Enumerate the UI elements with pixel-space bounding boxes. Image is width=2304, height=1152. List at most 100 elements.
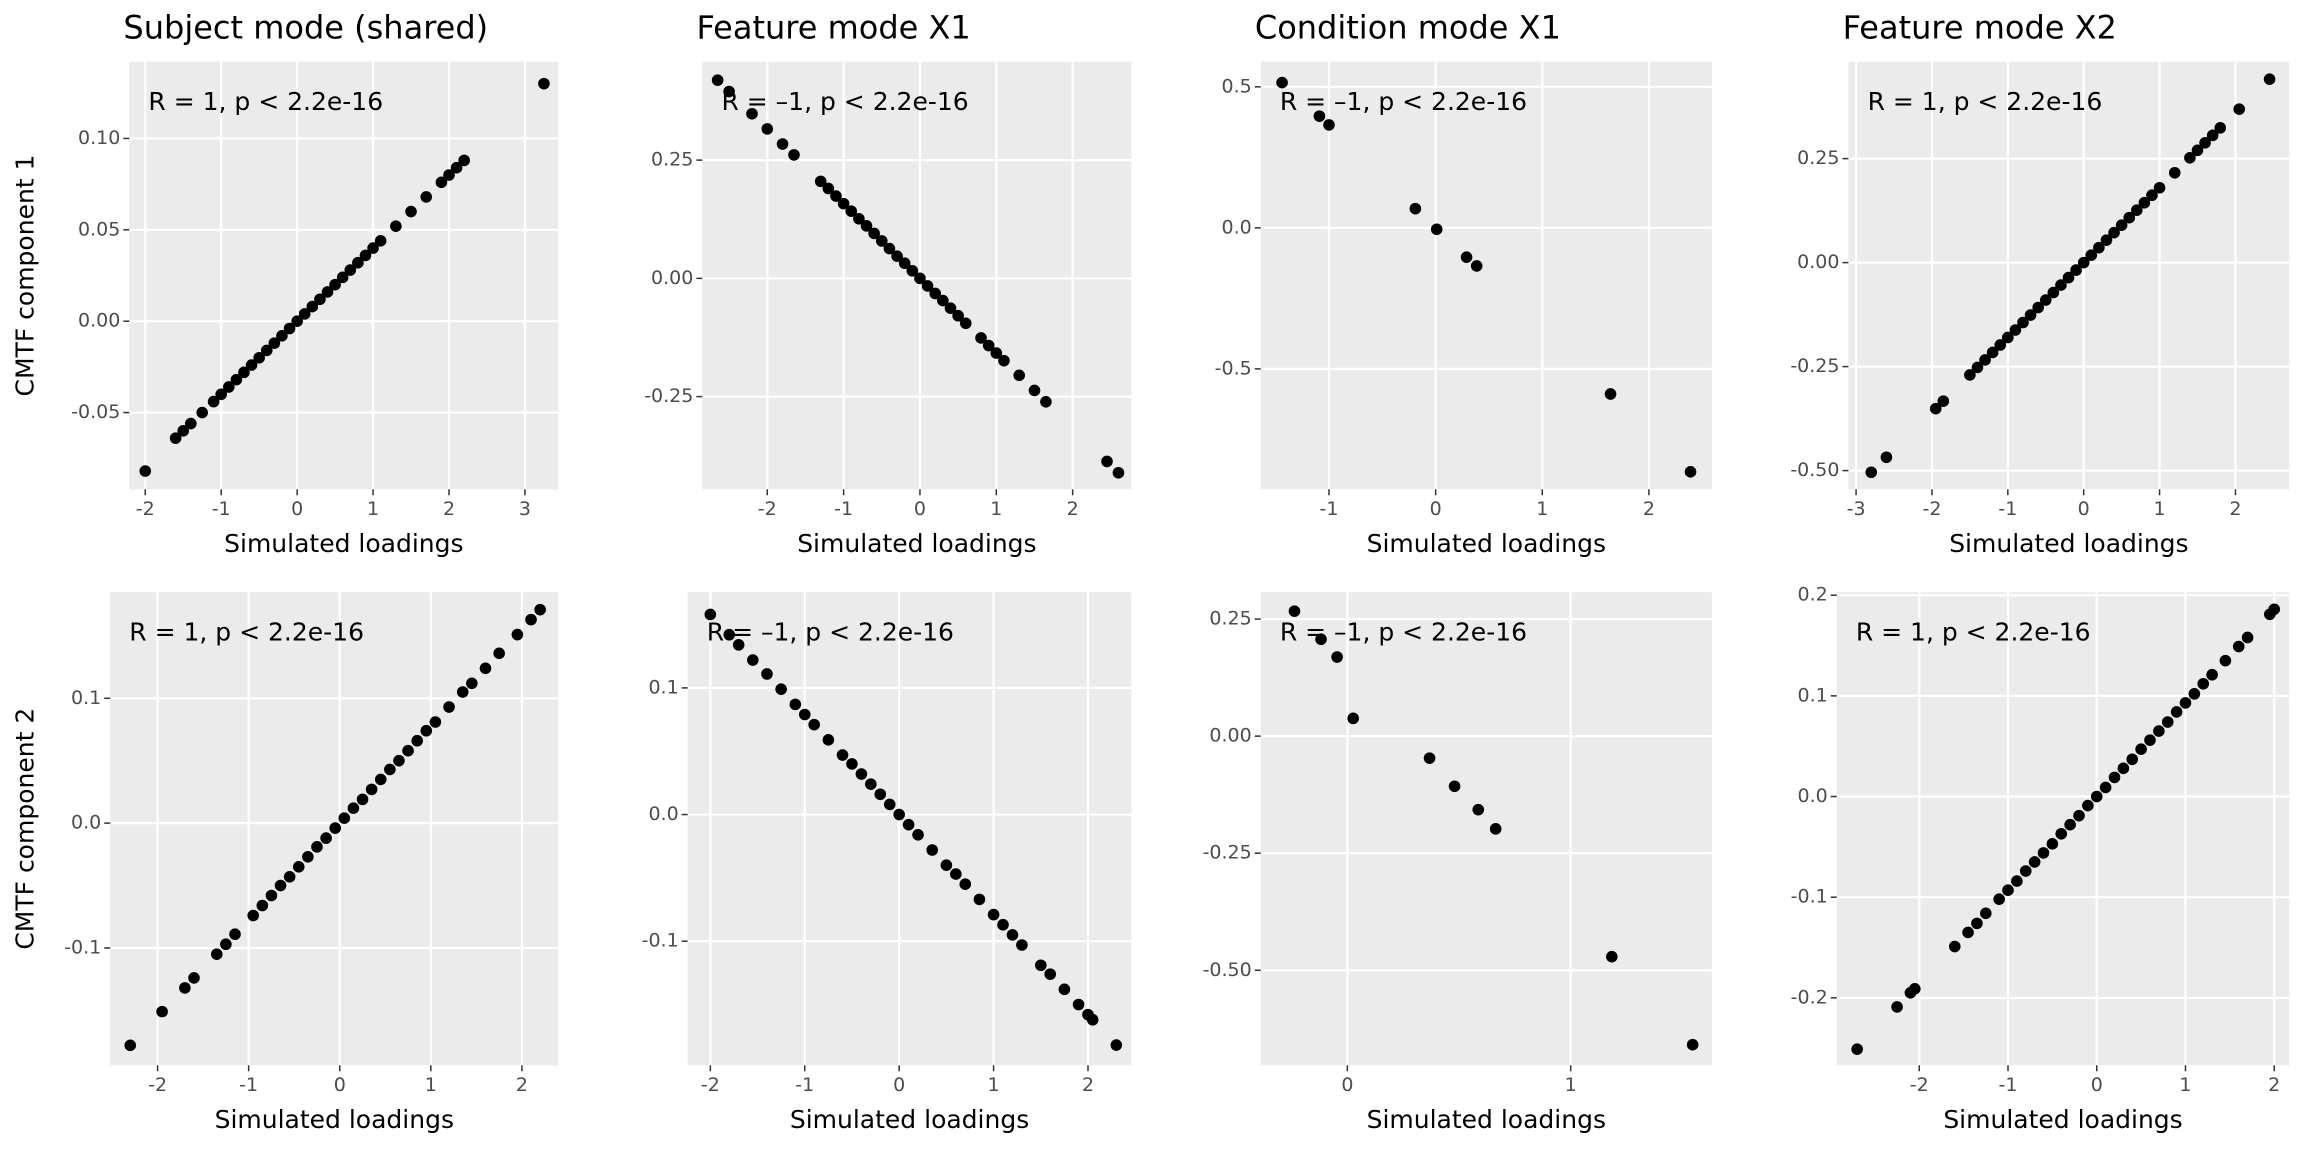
panel-title: Feature mode X1 — [696, 8, 970, 46]
point — [2161, 716, 2174, 728]
panel-title: Subject mode (shared) — [123, 8, 488, 46]
point — [704, 608, 717, 621]
y-tick-label: 0.00 — [1209, 725, 1251, 747]
x-axis-label: Simulated loadings — [1943, 1105, 2182, 1134]
point — [1971, 917, 1983, 930]
x-axis-label: Simulated loadings — [1367, 529, 1606, 558]
point — [298, 308, 311, 320]
point — [384, 763, 396, 776]
point — [329, 822, 341, 834]
point — [2168, 166, 2181, 179]
x-tick-label: -1 — [795, 1074, 814, 1096]
x-tick-label: 1 — [367, 498, 379, 520]
y-tick-label: 0.05 — [78, 218, 120, 240]
y-tick-label: 0.25 — [651, 149, 693, 171]
point — [229, 928, 241, 941]
point — [1315, 633, 1327, 646]
x-tick-label: 2 — [443, 498, 455, 520]
point — [2146, 189, 2158, 202]
point — [534, 603, 546, 616]
point — [723, 628, 736, 641]
point — [1086, 1013, 1099, 1026]
point — [374, 773, 387, 786]
point — [2093, 241, 2105, 254]
point — [975, 332, 987, 344]
point — [443, 169, 455, 181]
point — [238, 366, 250, 379]
x-tick-label: -1 — [1320, 498, 1339, 520]
point — [998, 354, 1010, 367]
point — [2170, 706, 2183, 718]
x-tick-label: -2 — [758, 498, 777, 520]
point — [865, 778, 877, 790]
point — [1013, 369, 1026, 382]
point — [2153, 725, 2165, 737]
x-tick-label: 0 — [893, 1074, 905, 1096]
point — [2135, 743, 2147, 756]
point — [321, 286, 334, 298]
point — [914, 272, 926, 285]
point — [732, 639, 745, 651]
point — [822, 734, 835, 746]
y-tick-label: 0.2 — [1798, 584, 1828, 606]
annotation: R = –1, p < 2.2e-16 — [1280, 617, 1527, 646]
y-tick-label: 0.10 — [78, 127, 120, 149]
y-tick-label: 0.0 — [648, 803, 678, 825]
x-tick-label: 2 — [2268, 1074, 2280, 1096]
y-tick-label: -0.1 — [64, 936, 101, 958]
point — [1604, 388, 1617, 400]
x-tick-label: 0 — [334, 1074, 346, 1096]
point — [2144, 734, 2156, 746]
point — [283, 322, 296, 335]
point — [2062, 271, 2075, 284]
point — [944, 302, 957, 314]
y-tick-label: 0.1 — [1798, 684, 1828, 706]
point — [1034, 959, 1047, 972]
point — [124, 1039, 137, 1052]
point — [1016, 939, 1028, 951]
point — [2117, 762, 2130, 775]
point — [458, 154, 471, 167]
point — [2046, 838, 2059, 850]
y-tick-label: -0.05 — [71, 401, 120, 423]
y-tick-label: 0.5 — [1222, 75, 1252, 97]
x-tick-label: 1 — [2154, 498, 2166, 520]
point — [210, 948, 223, 960]
point — [2232, 640, 2245, 653]
point — [1980, 907, 1992, 920]
point — [276, 330, 288, 342]
x-tick-label: -1 — [1998, 498, 2017, 520]
point — [302, 851, 314, 863]
point — [306, 300, 319, 313]
y-axis-label: CMTF component 2 — [10, 708, 39, 950]
point — [405, 205, 417, 218]
x-axis-label: Simulated loadings — [790, 1105, 1029, 1134]
point — [1276, 76, 1288, 89]
point — [845, 205, 858, 217]
point — [1072, 998, 1085, 1011]
x-tick-label: 1 — [988, 1074, 1000, 1096]
point — [344, 264, 357, 276]
point — [982, 339, 995, 352]
y-tick-label: -0.1 — [642, 930, 679, 952]
annotation: R = –1, p < 2.2e-16 — [707, 617, 954, 646]
point — [853, 212, 865, 225]
annotation: R = 1, p < 2.2e-16 — [148, 87, 383, 116]
point — [274, 879, 287, 892]
point — [1865, 466, 1878, 479]
point — [1460, 251, 1473, 263]
point — [883, 242, 896, 255]
point — [822, 182, 835, 195]
x-tick-label: 0 — [1430, 498, 1442, 520]
x-axis-label: Simulated loadings — [797, 529, 1036, 558]
point — [2002, 331, 2014, 344]
point — [2064, 818, 2076, 831]
point — [952, 309, 964, 322]
point — [2179, 697, 2192, 709]
point — [855, 768, 868, 780]
point — [525, 613, 537, 626]
x-tick-label: -1 — [239, 1074, 258, 1096]
x-tick-label: -2 — [1922, 498, 1941, 520]
point — [538, 77, 550, 90]
